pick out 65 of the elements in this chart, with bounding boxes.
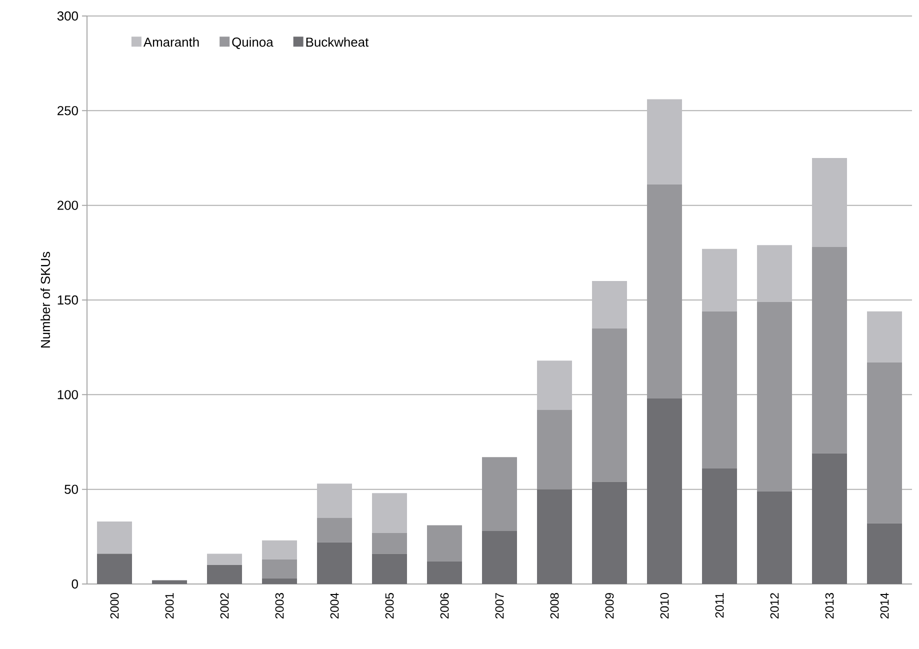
- bar: [647, 398, 682, 584]
- bar: [757, 491, 792, 584]
- bar: [97, 554, 132, 584]
- x-tick-label: 2009: [605, 593, 614, 619]
- x-tick-label: 2004: [330, 592, 339, 619]
- bar: [372, 554, 408, 584]
- bar: [317, 518, 352, 542]
- x-tick-label: 2002: [220, 593, 229, 619]
- y-tick-label: 100: [58, 390, 78, 400]
- bar: [152, 580, 188, 584]
- x-tick-label: 2000: [110, 592, 119, 619]
- y-tick-label: 200: [58, 200, 78, 210]
- bar: [647, 184, 682, 398]
- bar: [262, 578, 298, 584]
- x-tick-label: 2013: [825, 593, 834, 619]
- x-tick-label: 2003: [275, 593, 284, 619]
- bar: [427, 561, 462, 584]
- bar: [262, 540, 298, 560]
- x-tick-label: 2001: [165, 593, 174, 619]
- x-tick-label: 2011: [715, 593, 724, 618]
- bar: [757, 302, 792, 492]
- bar: [537, 360, 572, 410]
- bar: [482, 457, 518, 531]
- bar: [702, 311, 738, 468]
- bar: [757, 245, 792, 302]
- x-tick-label: 2012: [770, 593, 779, 619]
- bar: [812, 158, 848, 247]
- x-tick-label: 2007: [495, 593, 504, 619]
- bar: [537, 410, 572, 490]
- bar: [317, 542, 352, 584]
- bar: [592, 482, 628, 584]
- bar: [537, 489, 572, 584]
- y-axis-title: Number of SKUs: [40, 252, 50, 348]
- legend-label: Buckwheat: [306, 37, 369, 47]
- bar: [867, 523, 902, 584]
- bar: [482, 530, 518, 584]
- bar: [372, 493, 408, 533]
- x-tick-label: 2005: [385, 593, 394, 619]
- y-tick-label: 50: [64, 484, 78, 494]
- bar: [647, 99, 682, 184]
- bar: [207, 554, 242, 566]
- bar: [702, 248, 738, 312]
- bar: [867, 311, 902, 362]
- legend-label: Quinoa: [232, 37, 274, 50]
- y-tick-label: 0: [72, 579, 78, 589]
- bar: [812, 453, 848, 584]
- bar: [262, 559, 298, 578]
- y-tick-label: 150: [58, 295, 78, 305]
- bar: [702, 468, 738, 584]
- bar: [97, 522, 132, 554]
- bar: [867, 362, 902, 524]
- bar: [812, 246, 848, 454]
- y-tick-label: 250: [58, 106, 78, 116]
- y-tick-label: 300: [57, 11, 78, 21]
- bar: [317, 484, 352, 518]
- legend-label: Amaranth: [143, 37, 199, 47]
- bar: [372, 532, 408, 554]
- x-tick-label: 2014: [880, 592, 889, 619]
- x-tick-label: 2008: [550, 593, 559, 619]
- bar: [592, 328, 628, 482]
- x-tick-label: 2010: [660, 592, 669, 619]
- bar: [592, 281, 628, 328]
- bar: [207, 565, 242, 584]
- bar: [427, 525, 462, 562]
- x-tick-label: 2006: [440, 593, 449, 619]
